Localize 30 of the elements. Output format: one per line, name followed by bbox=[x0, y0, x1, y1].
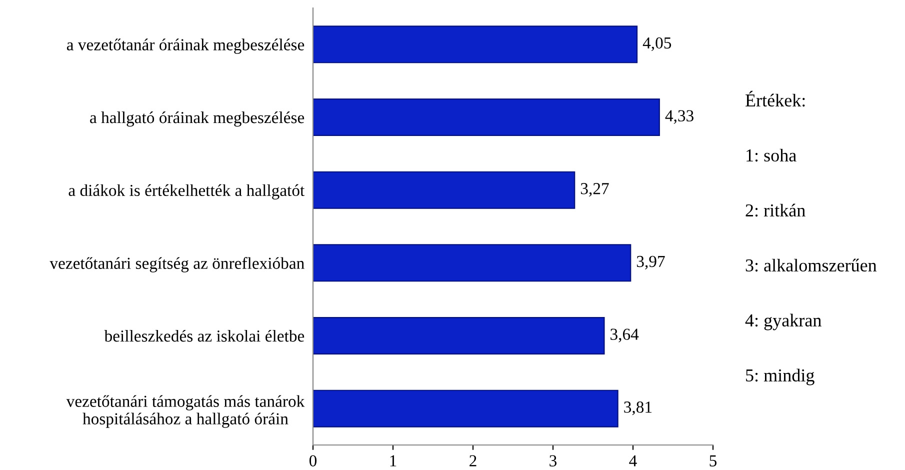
y-tick-label: a vezetőtanár óráinak megbeszélése bbox=[66, 38, 304, 54]
bar bbox=[313, 316, 605, 355]
bar bbox=[313, 171, 576, 209]
y-tick-label: a hallgató óráinak megbeszélése bbox=[90, 111, 304, 127]
bar bbox=[313, 98, 660, 136]
data-label: 3,97 bbox=[636, 256, 665, 270]
data-label: 4,05 bbox=[642, 37, 672, 51]
data-label: 3,27 bbox=[580, 183, 609, 197]
text: Értékek: bbox=[746, 90, 805, 107]
x-tick-label: 1 bbox=[390, 455, 396, 466]
bar bbox=[313, 26, 638, 64]
data-label: 3,64 bbox=[610, 328, 639, 342]
bar bbox=[313, 390, 618, 428]
y-tick-label: vezetőtanári támogatás más tanárok hospitálásához a hallgató óráin bbox=[66, 395, 305, 428]
x-tick-label: 4 bbox=[629, 455, 637, 466]
y-tick-label: vezetőtanári segítség az önreflexióban bbox=[50, 257, 304, 272]
text: 5: mindig bbox=[746, 368, 814, 386]
data-label: 3,81 bbox=[624, 402, 652, 416]
data-label: 4,33 bbox=[665, 110, 694, 124]
bar bbox=[313, 244, 632, 282]
y-tick-label: beilleszkedés az iskolai életbe bbox=[104, 330, 304, 342]
y-tick-label: a diákok is értékelhették a hallgatót bbox=[68, 184, 305, 200]
x-tick-label: 3 bbox=[550, 455, 557, 466]
text: 1: soha bbox=[746, 148, 796, 162]
x-tick-label: 5 bbox=[710, 455, 717, 466]
x-tick-label: 2 bbox=[470, 455, 476, 466]
text: 2: ritkán bbox=[746, 204, 806, 217]
x-tick-label: 0 bbox=[309, 455, 317, 466]
text: 3: alkalomszerűen bbox=[746, 258, 877, 272]
text: 4: gyakran bbox=[745, 314, 822, 330]
